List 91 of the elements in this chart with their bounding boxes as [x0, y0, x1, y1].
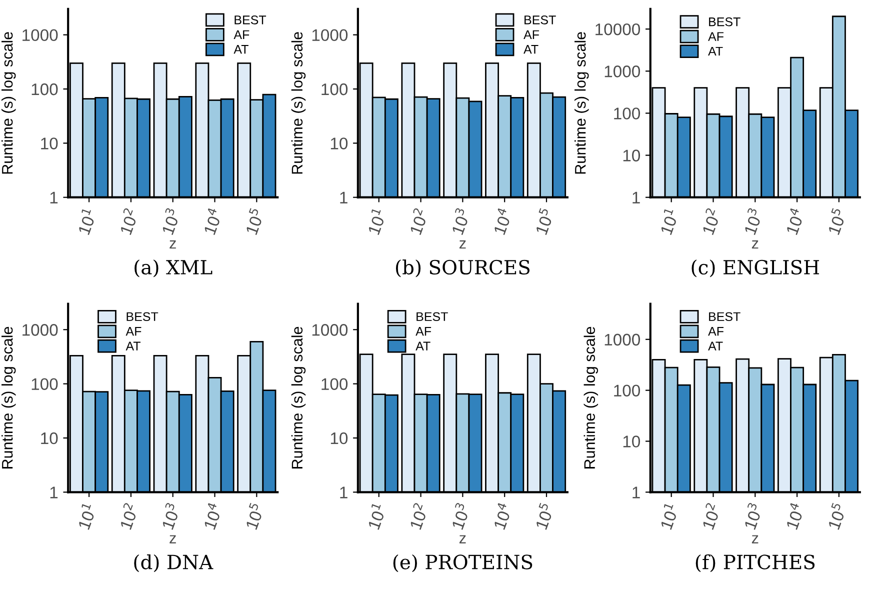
y-tick-label: 1 [340, 192, 348, 204]
legend-label: BEST [709, 17, 740, 26]
y-tick-label: 1 [50, 192, 58, 204]
x-axis-title: z [170, 535, 176, 544]
legend-label: AF [416, 327, 432, 336]
y-tick-label: 1 [632, 486, 640, 498]
y-tick-label: 10 [41, 138, 58, 150]
x-tick-label: 10$^{3}$ [158, 207, 181, 236]
legend-label: AF [234, 30, 250, 39]
x-tick-label: 10$^{5}$ [532, 208, 555, 236]
x-tick-label: 10$^{1}$ [657, 502, 680, 530]
x-tick-label: 10$^{4}$ [782, 502, 806, 530]
legend-label: AF [708, 32, 724, 41]
y-tick-label: 1000 [22, 324, 58, 336]
y-tick-label: 10 [623, 436, 640, 448]
x-tick-label: 10$^{2}$ [698, 502, 722, 530]
x-tick-label: 10$^{4}$ [782, 207, 806, 236]
y-tick-label: 100 [614, 108, 640, 120]
x-tick-label: 10$^{5}$ [824, 502, 848, 530]
y-tick-label: 1000 [604, 334, 640, 346]
text: (f) PITCHES [696, 554, 815, 572]
text: (e) PROTEINS [393, 554, 532, 572]
x-axis-title: z [459, 240, 466, 249]
x-tick-label: 10$^{4}$ [490, 207, 513, 236]
y-tick-label: 1 [340, 486, 348, 498]
x-tick-label: 10$^{1}$ [364, 208, 387, 236]
x-tick-label: 10$^{1}$ [657, 208, 680, 236]
y-tick-label: 10 [623, 150, 640, 162]
x-tick-label: 10$^{2}$ [116, 208, 140, 236]
legend-label: AF [126, 327, 142, 336]
y-tick-label: 10000 [596, 23, 640, 36]
y-axis-title: Runtime (s) log scale [2, 32, 16, 174]
x-tick-label: 10$^{1}$ [364, 502, 387, 530]
y-tick-label: 100 [32, 378, 58, 390]
y-tick-label: 100 [322, 83, 348, 96]
x-axis-title: z [170, 240, 176, 249]
y-tick-label: 10 [330, 432, 348, 444]
x-tick-label: 10$^{5}$ [242, 502, 265, 530]
x-axis-title: z [459, 535, 466, 544]
y-tick-label: 1 [50, 486, 58, 498]
legend-label: AT [708, 342, 723, 350]
x-tick-label: 10$^{2}$ [406, 208, 429, 236]
legend-label: BEST [709, 312, 740, 322]
text: (a) XML [134, 260, 212, 278]
y-axis-title: Runtime (s) log scale [574, 32, 589, 174]
y-tick-label: 10 [41, 432, 58, 444]
y-tick-label: 1000 [312, 324, 348, 336]
y-axis-title: Runtime (s) log scale [291, 32, 306, 174]
y-tick-label: 1000 [604, 66, 640, 78]
text: (c) ENGLISH [692, 260, 819, 278]
text: (d) DNA [134, 554, 214, 572]
x-tick-label: 10$^{1}$ [74, 208, 98, 236]
legend-label: AT [126, 342, 140, 350]
x-tick-label: 10$^{4}$ [200, 207, 224, 236]
x-tick-label: 10$^{3}$ [158, 502, 181, 530]
text: (b) SOURCES [396, 260, 530, 278]
legend-label: AT [234, 45, 248, 54]
x-tick-label: 10$^{2}$ [116, 502, 140, 530]
x-tick-label: 10$^{3}$ [740, 502, 764, 530]
legend-label: AT [416, 342, 430, 350]
x-tick-label: 10$^{3}$ [448, 207, 471, 236]
y-tick-label: 10 [330, 138, 348, 150]
x-tick-label: 10$^{4}$ [490, 502, 513, 530]
y-tick-label: 100 [614, 384, 640, 397]
x-tick-label: 10$^{5}$ [532, 502, 555, 530]
x-tick-label: 10$^{2}$ [698, 208, 722, 236]
y-tick-label: 100 [322, 378, 348, 390]
y-tick-label: 100 [32, 83, 58, 96]
legend-label: AF [524, 30, 539, 39]
legend-label: AT [524, 45, 538, 54]
legend-label: BEST [234, 15, 266, 24]
y-axis-title: Runtime (s) log scale [2, 326, 16, 468]
legend-label: AF [708, 327, 724, 336]
x-tick-label: 10$^{5}$ [824, 208, 848, 236]
y-tick-label: 1 [632, 192, 640, 204]
y-axis-title: Runtime (s) log scale [584, 326, 598, 468]
x-tick-label: 10$^{4}$ [200, 502, 224, 530]
x-tick-label: 10$^{2}$ [406, 502, 429, 530]
x-tick-label: 10$^{3}$ [448, 502, 471, 530]
x-tick-label: 10$^{1}$ [74, 502, 98, 530]
legend-label: BEST [416, 312, 448, 322]
y-tick-label: 1000 [312, 29, 348, 42]
x-axis-title: z [752, 240, 758, 249]
y-axis-title: Runtime (s) log scale [291, 326, 306, 468]
legend-label: AT [708, 46, 723, 56]
legend-label: BEST [524, 15, 556, 24]
y-tick-label: 1000 [22, 29, 58, 42]
x-tick-label: 10$^{3}$ [740, 207, 764, 236]
x-tick-label: 10$^{5}$ [242, 208, 265, 236]
x-axis-title: z [752, 535, 758, 544]
legend-label: BEST [126, 312, 158, 322]
